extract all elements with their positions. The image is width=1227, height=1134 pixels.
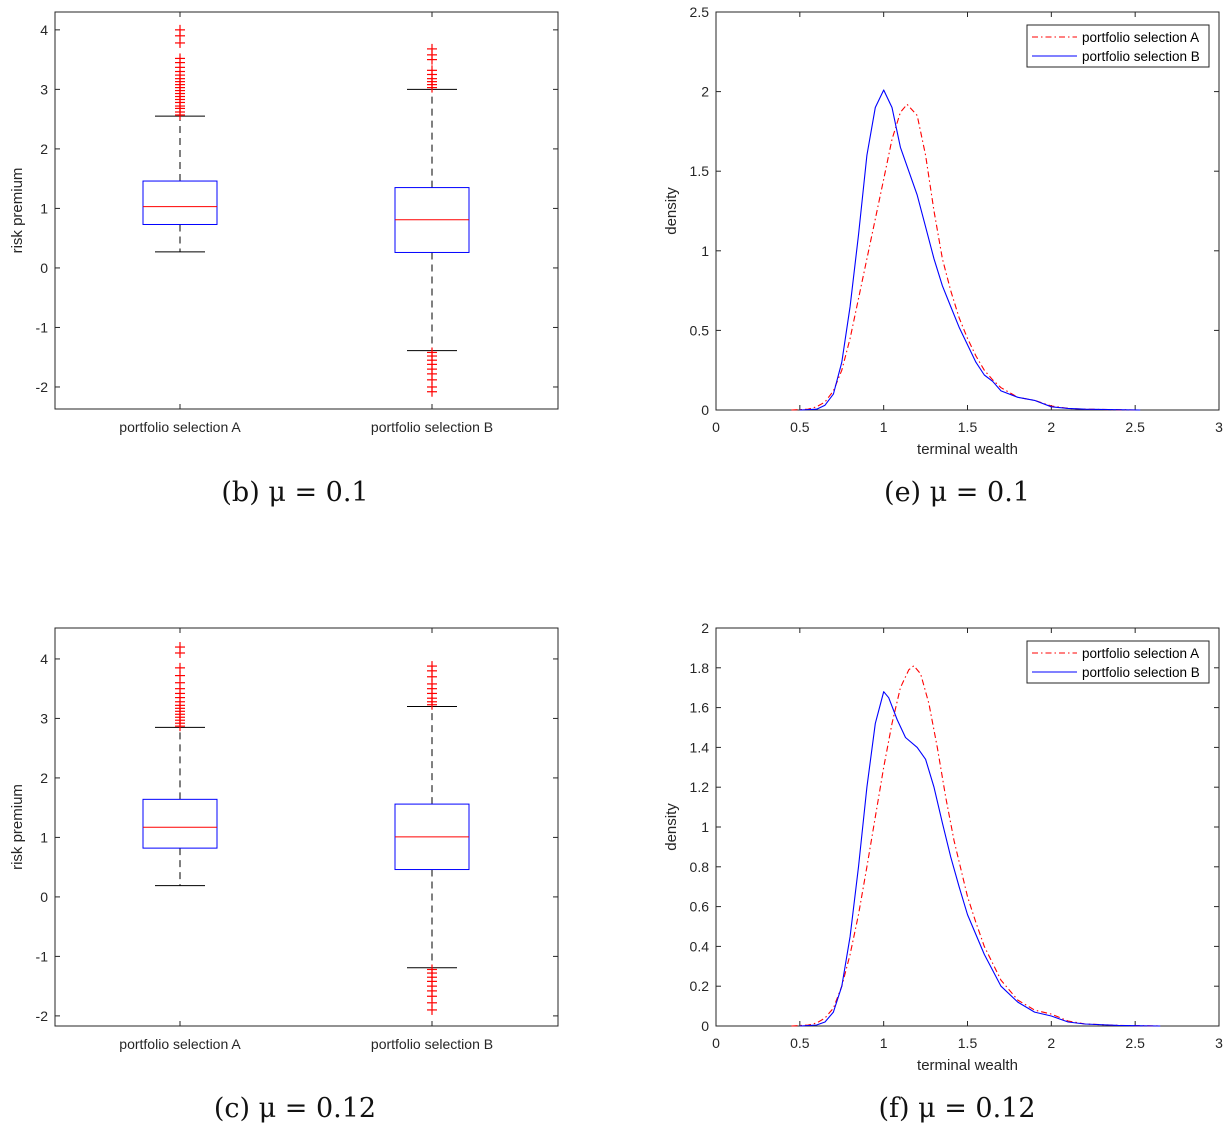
legend-label-b: portfolio selection B: [1082, 49, 1200, 64]
caption-c: (c) μ = 0.12: [213, 1093, 377, 1124]
y-tick-label: 2.5: [690, 4, 710, 20]
y-tick-label: -1: [36, 948, 49, 964]
y-tick-label: 0.5: [690, 322, 710, 338]
x-tick-label: 0: [712, 419, 720, 435]
legend-label-a: portfolio selection A: [1082, 30, 1199, 45]
y-axis-label: density: [663, 803, 680, 851]
density-line-a: [791, 103, 1136, 411]
x-tick-label: portfolio selection A: [119, 1036, 241, 1052]
axes-frame: [54, 627, 559, 1027]
y-tick-label: 2: [701, 84, 709, 100]
x-tick-label: 2.5: [1125, 419, 1145, 435]
y-tick-label: 1.2: [690, 779, 710, 795]
y-tick-label: 2: [701, 620, 709, 636]
y-tick-label: 4: [40, 651, 48, 667]
y-axis-label: risk premium: [9, 784, 26, 870]
legend-label-a: portfolio selection A: [1082, 646, 1199, 661]
outlier-marker: [175, 642, 185, 653]
chart-e: 0 0.5 1 1.5 2 2.5 density 0 0.5 1 1.5 2 2.5 3 terminal…: [663, 4, 1223, 458]
x-tick-label: 1.5: [958, 419, 978, 435]
x-tick-label: 0.5: [790, 419, 810, 435]
axes-frame: [715, 11, 1220, 411]
box-a: [142, 642, 218, 887]
x-axis-label: terminal wealth: [917, 441, 1018, 458]
y-tick-label: 0: [40, 260, 48, 276]
y-tick-label: 1: [40, 829, 48, 845]
legend: portfolio selection A portfolio selection…: [1026, 24, 1210, 68]
y-tick-label: 2: [40, 141, 48, 157]
caption-b: (b) μ = 0.1: [221, 477, 369, 508]
y-tick-label: 0.4: [690, 938, 710, 954]
y-tick-label: 0.6: [690, 899, 710, 915]
density-line-b: [799, 691, 1161, 1027]
chart-c: -2 -1 0 1 2 3 4 risk premium portfolio selection…: [9, 627, 559, 1052]
outlier-marker: [175, 662, 185, 673]
y-tick-label: 1.4: [690, 739, 710, 755]
x-tick-label: 2: [1047, 419, 1055, 435]
x-tick-label: 1.5: [958, 1035, 978, 1051]
caption-f: (f) μ = 0.12: [878, 1093, 1036, 1124]
y-tick-label: 1.5: [690, 163, 710, 179]
legend-box: [1026, 640, 1210, 684]
y-axis-label: risk premium: [9, 168, 26, 254]
density-line-a: [791, 665, 1161, 1027]
outlier-marker: [427, 661, 437, 672]
y-tick-label: 0.2: [690, 978, 710, 994]
y-tick-label: -2: [36, 379, 49, 395]
y-tick-label: 1.6: [690, 700, 710, 716]
y-tick-label: 0: [701, 402, 709, 418]
x-tick-label: 2: [1047, 1035, 1055, 1051]
y-tick-label: 2: [40, 770, 48, 786]
density-line-b: [799, 89, 1141, 411]
x-tick-label: portfolio selection A: [119, 419, 241, 435]
y-tick-label: 1: [701, 819, 709, 835]
outlier-marker: [427, 65, 437, 76]
y-tick-label: 1: [40, 200, 48, 216]
legend-box: [1026, 24, 1210, 68]
box-iqr: [142, 798, 218, 849]
y-tick-label: 1: [701, 243, 709, 259]
x-tick-label: 3: [1215, 419, 1223, 435]
y-tick-label: -1: [36, 319, 49, 335]
axes-frame: [54, 11, 559, 410]
x-tick-label: 1: [880, 419, 888, 435]
x-axis-label: terminal wealth: [917, 1057, 1018, 1074]
x-tick-label: portfolio selection B: [371, 419, 493, 435]
outlier-marker: [427, 43, 437, 54]
box-iqr: [142, 180, 218, 225]
outlier-marker: [427, 386, 437, 397]
y-tick-label: 3: [40, 710, 48, 726]
outlier-marker: [427, 1004, 437, 1015]
outlier-marker: [175, 53, 185, 64]
box-b: [394, 661, 470, 1015]
caption-e: (e) μ = 0.1: [884, 477, 1030, 508]
x-tick-label: 3: [1215, 1035, 1223, 1051]
box-b: [394, 43, 470, 397]
y-tick-label: 3: [40, 81, 48, 97]
x-tick-label: 0: [712, 1035, 720, 1051]
outlier-marker: [175, 24, 185, 35]
legend-label-b: portfolio selection B: [1082, 665, 1200, 680]
y-tick-label: 1.8: [690, 660, 710, 676]
chart-b: -2 -1 0 1 2 3 4 risk premium portfolio selection…: [9, 11, 559, 435]
y-tick-label: 0: [701, 1018, 709, 1034]
legend: portfolio selection A portfolio selection…: [1026, 640, 1210, 684]
axes-frame: [715, 627, 1220, 1027]
box-a: [142, 24, 218, 253]
x-tick-label: 2.5: [1125, 1035, 1145, 1051]
x-tick-label: portfolio selection B: [371, 1036, 493, 1052]
chart-f: 0 0.2 0.4 0.6 0.8 1 1.2 1.4 1.6 1.8 2 density 0 0.5 1 1…: [663, 620, 1223, 1074]
y-tick-label: -2: [36, 1008, 49, 1024]
y-tick-label: 0.8: [690, 859, 710, 875]
y-axis-label: density: [663, 187, 680, 235]
x-tick-label: 0.5: [790, 1035, 810, 1051]
y-tick-label: 0: [40, 889, 48, 905]
x-tick-label: 1: [880, 1035, 888, 1051]
y-tick-label: 4: [40, 22, 48, 38]
